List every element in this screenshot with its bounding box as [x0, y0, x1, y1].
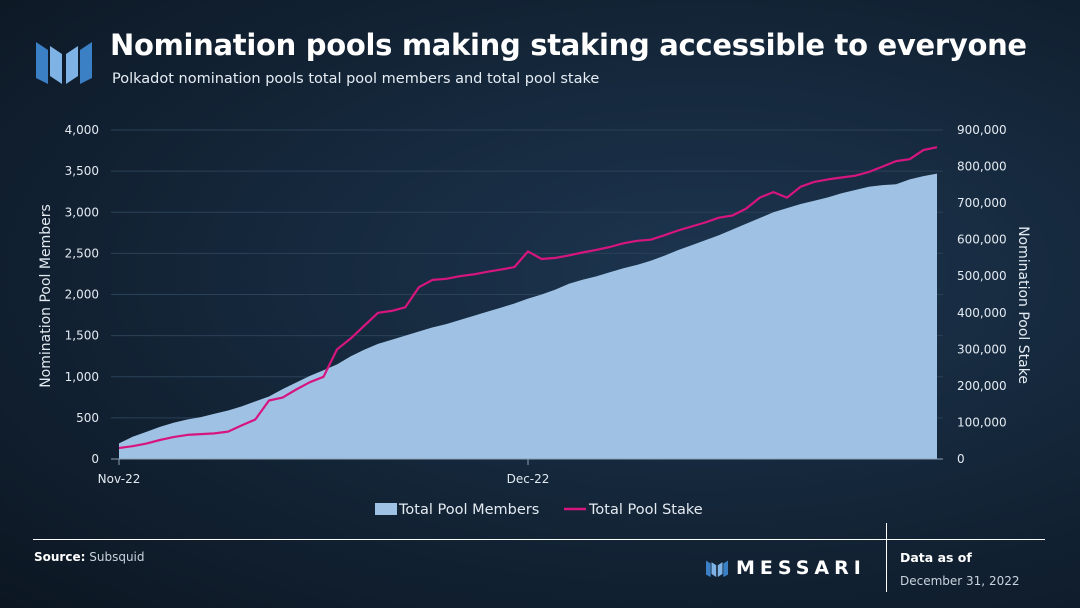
- series-line-total-pool-stake: [118, 146, 938, 450]
- legend-label-total-pool-members: Total Pool Members: [398, 502, 539, 518]
- y-right-tick-label: 900,000: [957, 123, 1007, 137]
- y-left-tick-label: 3,000: [65, 205, 99, 219]
- y-left-tick-label: 4,000: [65, 123, 99, 137]
- y-right-tick-label: 600,000: [957, 233, 1007, 247]
- page-title: Nomination pools making staking accessib…: [110, 28, 1027, 62]
- footer-divider: [33, 539, 1045, 540]
- y-left-tick-label: 500: [76, 411, 99, 425]
- x-axis-ticks: Nov-22 Dec-22: [98, 459, 550, 486]
- source-note: Source: Subsquid: [34, 550, 145, 564]
- y-axis-right-title: Nomination Pool Stake: [1015, 226, 1031, 384]
- y-axis-left-title: Nomination Pool Members: [38, 204, 54, 388]
- page-subtitle: Polkadot nomination pools total pool mem…: [112, 71, 600, 87]
- y-right-tick-label: 0: [957, 452, 965, 466]
- brand-wordmark: MESSARI: [736, 557, 866, 579]
- legend-swatch-total-pool-members: [375, 503, 397, 515]
- x-tick-label: Dec-22: [507, 472, 550, 486]
- y-right-tick-label: 500,000: [957, 269, 1007, 283]
- y-right-tick-label: 300,000: [957, 342, 1007, 356]
- legend-label-total-pool-stake: Total Pool Stake: [588, 502, 703, 518]
- y-right-tick-label: 200,000: [957, 379, 1007, 393]
- y-left-tick-label: 0: [91, 452, 99, 466]
- y-axis-left-ticks: 0 500 1,000 1,500 2,000 2,500 3,000 3,500 4,000: [65, 123, 99, 466]
- y-axis-right-ticks: 0 100,000 200,000 300,000 400,000 500,000 600,…: [957, 123, 1007, 466]
- y-left-tick-label: 2,000: [65, 288, 99, 302]
- brand: MESSARI: [706, 556, 866, 580]
- y-left-tick-label: 1,000: [65, 370, 99, 384]
- x-tick-label: Nov-22: [98, 472, 141, 486]
- legend: Total Pool Members Total Pool Stake: [375, 502, 703, 518]
- series-area-total-pool-members: [119, 173, 937, 459]
- y-left-tick-label: 3,500: [65, 164, 99, 178]
- footer-vertical-divider: [886, 523, 887, 592]
- source-value: Subsquid: [89, 550, 145, 564]
- y-right-tick-label: 800,000: [957, 160, 1007, 174]
- messari-brand-icon: [706, 560, 728, 578]
- y-left-tick-label: 1,500: [65, 329, 99, 343]
- y-right-tick-label: 400,000: [957, 306, 1007, 320]
- y-right-tick-label: 700,000: [957, 196, 1007, 210]
- y-left-tick-label: 2,500: [65, 246, 99, 260]
- data-as-of-date: December 31, 2022: [900, 574, 1020, 588]
- data-as-of-label: Data as of: [900, 550, 972, 565]
- y-right-tick-label: 100,000: [957, 415, 1007, 429]
- source-label: Source:: [34, 550, 86, 564]
- messari-logo-icon: [36, 42, 92, 84]
